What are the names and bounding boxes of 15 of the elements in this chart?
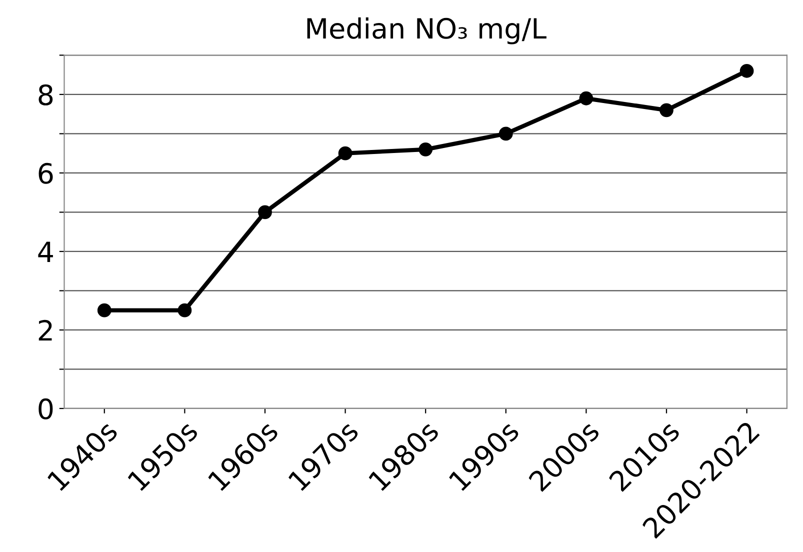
point: [498, 126, 513, 141]
chart-title: Median NO₃ mg/L: [307, 17, 546, 44]
y-tick-label: 0: [38, 398, 53, 420]
y-tick-label: 2: [38, 320, 52, 341]
point: [660, 103, 674, 118]
y-tick-label: 8: [38, 84, 53, 106]
point: [338, 146, 352, 160]
y-tick-label: 6: [38, 162, 53, 184]
point: [579, 91, 594, 106]
point: [178, 303, 192, 318]
point: [418, 142, 433, 156]
y-tick-label: 4: [38, 242, 53, 262]
point: [740, 64, 754, 78]
point: [97, 303, 112, 318]
point: [258, 205, 272, 220]
